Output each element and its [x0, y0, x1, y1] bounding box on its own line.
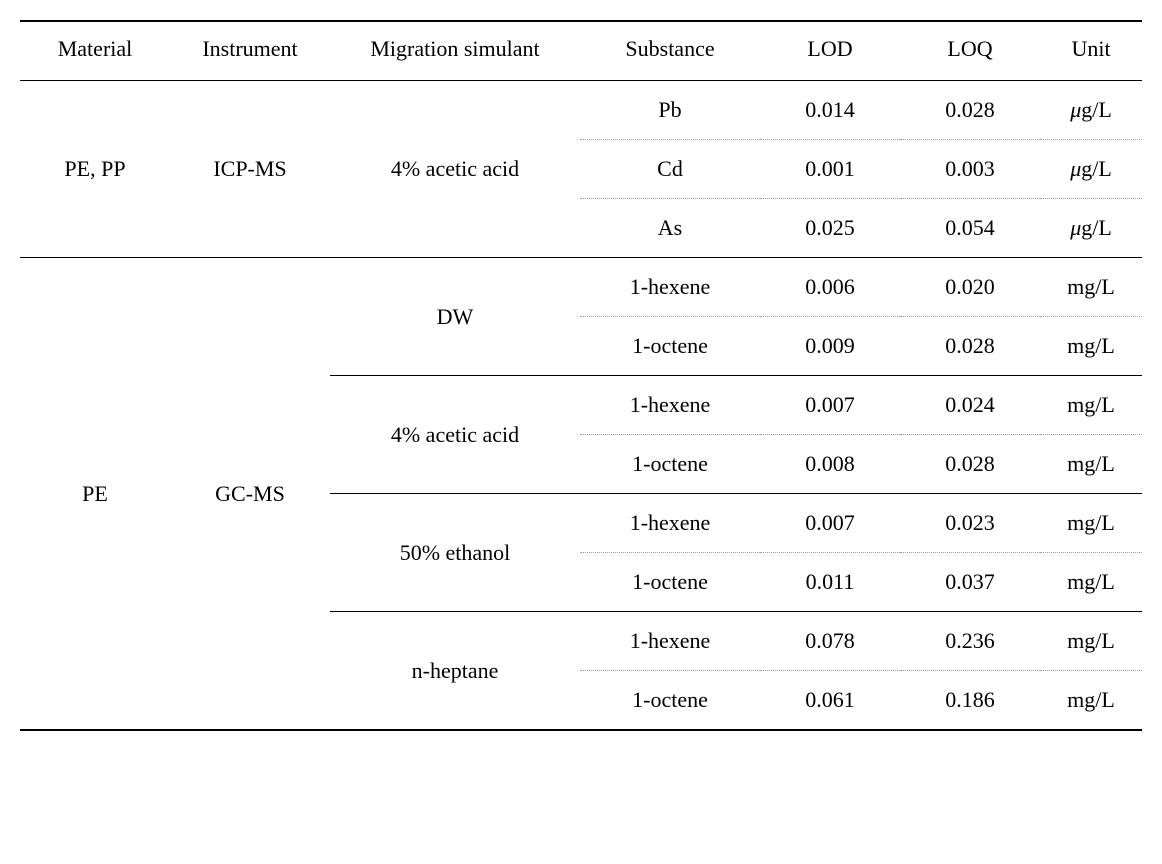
cell-instrument: ICP-MS — [170, 81, 330, 258]
cell-simulant: 50% ethanol — [330, 494, 580, 612]
table-header-row: Material Instrument Migration simulant S… — [20, 21, 1142, 81]
cell-lod: 0.009 — [760, 317, 900, 376]
unit-suffix: mg/L — [1067, 510, 1115, 535]
cell-unit: μg/L — [1040, 199, 1142, 258]
col-material: Material — [20, 21, 170, 81]
cell-substance: 1-octene — [580, 553, 760, 612]
col-unit: Unit — [1040, 21, 1142, 81]
unit-suffix: mg/L — [1067, 628, 1115, 653]
col-substance: Substance — [580, 21, 760, 81]
cell-loq: 0.037 — [900, 553, 1040, 612]
cell-simulant: 4% acetic acid — [330, 376, 580, 494]
cell-lod: 0.061 — [760, 671, 900, 731]
cell-substance: 1-hexene — [580, 258, 760, 317]
cell-unit: mg/L — [1040, 317, 1142, 376]
cell-material: PE, PP — [20, 81, 170, 258]
unit-suffix: g/L — [1081, 156, 1112, 181]
cell-substance: Cd — [580, 140, 760, 199]
unit-prefix: μ — [1070, 215, 1081, 240]
cell-unit: mg/L — [1040, 376, 1142, 435]
unit-prefix: μ — [1070, 156, 1081, 181]
unit-suffix: mg/L — [1067, 333, 1115, 358]
cell-substance: 1-hexene — [580, 494, 760, 553]
cell-loq: 0.236 — [900, 612, 1040, 671]
cell-unit: mg/L — [1040, 671, 1142, 731]
cell-lod: 0.001 — [760, 140, 900, 199]
cell-unit: mg/L — [1040, 494, 1142, 553]
cell-lod: 0.007 — [760, 494, 900, 553]
cell-substance: 1-hexene — [580, 376, 760, 435]
cell-substance: 1-hexene — [580, 612, 760, 671]
unit-suffix: mg/L — [1067, 569, 1115, 594]
table-row: PE GC-MS DW 1-hexene 0.006 0.020 mg/L — [20, 258, 1142, 317]
table-row: PE, PP ICP-MS 4% acetic acid Pb 0.014 0.… — [20, 81, 1142, 140]
cell-lod: 0.007 — [760, 376, 900, 435]
col-simulant: Migration simulant — [330, 21, 580, 81]
cell-lod: 0.014 — [760, 81, 900, 140]
col-instrument: Instrument — [170, 21, 330, 81]
unit-suffix: mg/L — [1067, 274, 1115, 299]
cell-simulant: 4% acetic acid — [330, 81, 580, 258]
col-loq: LOQ — [900, 21, 1040, 81]
unit-prefix: μ — [1070, 97, 1081, 122]
unit-suffix: g/L — [1081, 215, 1112, 240]
cell-unit: mg/L — [1040, 435, 1142, 494]
unit-suffix: g/L — [1081, 97, 1112, 122]
header-double-rule — [20, 81, 1142, 82]
cell-loq: 0.024 — [900, 376, 1040, 435]
cell-instrument: GC-MS — [170, 258, 330, 731]
cell-unit: mg/L — [1040, 612, 1142, 671]
cell-unit: μg/L — [1040, 140, 1142, 199]
cell-substance: Pb — [580, 81, 760, 140]
cell-lod: 0.025 — [760, 199, 900, 258]
lod-loq-table: Material Instrument Migration simulant S… — [20, 20, 1142, 731]
unit-suffix: mg/L — [1067, 451, 1115, 476]
cell-substance: 1-octene — [580, 671, 760, 731]
cell-simulant: DW — [330, 258, 580, 376]
cell-loq: 0.186 — [900, 671, 1040, 731]
cell-simulant: n-heptane — [330, 612, 580, 731]
cell-lod: 0.008 — [760, 435, 900, 494]
unit-suffix: mg/L — [1067, 392, 1115, 417]
cell-unit: μg/L — [1040, 81, 1142, 140]
cell-lod: 0.006 — [760, 258, 900, 317]
cell-unit: mg/L — [1040, 258, 1142, 317]
cell-substance: 1-octene — [580, 435, 760, 494]
cell-loq: 0.028 — [900, 81, 1040, 140]
cell-loq: 0.028 — [900, 317, 1040, 376]
cell-substance: As — [580, 199, 760, 258]
cell-loq: 0.020 — [900, 258, 1040, 317]
cell-lod: 0.011 — [760, 553, 900, 612]
cell-unit: mg/L — [1040, 553, 1142, 612]
unit-suffix: mg/L — [1067, 687, 1115, 712]
cell-loq: 0.054 — [900, 199, 1040, 258]
cell-material: PE — [20, 258, 170, 731]
cell-loq: 0.028 — [900, 435, 1040, 494]
cell-lod: 0.078 — [760, 612, 900, 671]
data-table: Material Instrument Migration simulant S… — [20, 20, 1142, 731]
cell-loq: 0.003 — [900, 140, 1040, 199]
cell-substance: 1-octene — [580, 317, 760, 376]
col-lod: LOD — [760, 21, 900, 81]
cell-loq: 0.023 — [900, 494, 1040, 553]
